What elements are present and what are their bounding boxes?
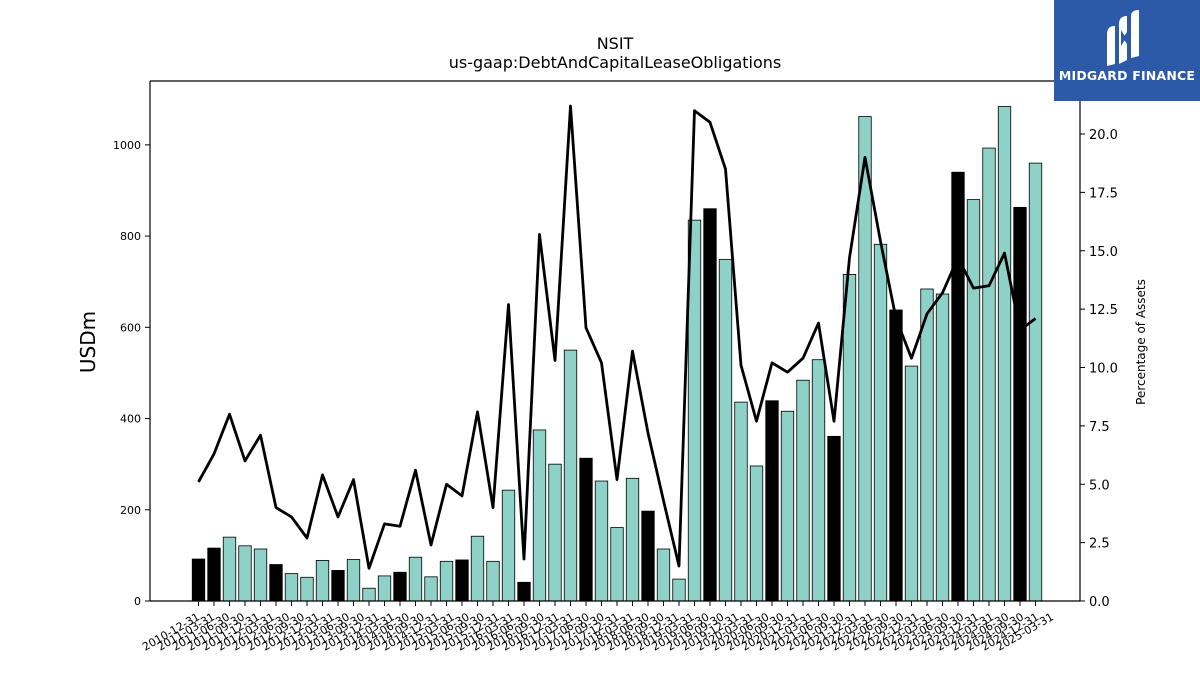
bar-2011-03-31 <box>207 547 221 602</box>
bar-2017-03-31 <box>579 457 593 602</box>
bar-2018-06-30 <box>656 548 671 602</box>
bar-2022-03-31 <box>889 309 903 602</box>
y-tick-label-0: 0 <box>134 595 141 608</box>
y2-tick-label-2.5: 2.5 <box>1089 537 1110 552</box>
bar-2012-06-30 <box>284 573 299 602</box>
bar-2016-03-31 <box>517 581 531 602</box>
bar-2015-06-30 <box>470 535 485 602</box>
y2-tick-label-7.5: 7.5 <box>1089 420 1110 435</box>
bar-2012-12-31 <box>315 560 330 602</box>
y-tick-label-400: 400 <box>120 413 141 426</box>
bar-2021-06-30 <box>842 274 857 602</box>
bar-2013-06-30 <box>346 559 361 602</box>
bar-2017-09-30 <box>610 527 624 602</box>
bar-2013-12-31 <box>377 575 392 602</box>
brand-logo: MIDGARD FINANCE <box>1054 0 1200 101</box>
y-tick-label-800: 800 <box>120 230 141 243</box>
bar-2023-09-30 <box>982 147 996 602</box>
bar-2019-09-30 <box>734 401 748 602</box>
y-tick-label-1000: 1000 <box>113 139 141 152</box>
y2-tick-label-17.5: 17.5 <box>1089 186 1118 201</box>
bar-2012-03-31 <box>269 564 283 602</box>
y-tick-label-200: 200 <box>120 504 141 517</box>
bar-2024-03-31 <box>1013 206 1027 602</box>
bar-2014-12-31 <box>439 560 454 602</box>
bar-2020-09-30 <box>796 379 810 602</box>
brand-name: MIDGARD FINANCE <box>1058 68 1196 83</box>
bar-2012-09-30 <box>300 576 314 602</box>
bar-2021-03-31 <box>827 435 841 602</box>
bar-2014-09-30 <box>424 576 438 602</box>
bar-2023-12-31 <box>997 106 1012 602</box>
bar-2016-12-31 <box>563 349 578 602</box>
bar-2022-12-31 <box>935 293 950 602</box>
bar-2016-09-30 <box>548 463 562 602</box>
y2-tick-label-15.0: 15.0 <box>1089 245 1118 260</box>
bar-2020-06-30 <box>780 410 795 602</box>
bar-2015-09-30 <box>486 560 500 602</box>
bar-2016-06-30 <box>532 429 547 602</box>
bar-2014-06-30 <box>408 556 423 602</box>
bar-2014-03-31 <box>393 571 407 602</box>
y-axis-label: USDm <box>76 311 100 373</box>
bar-2018-03-31 <box>641 510 655 602</box>
y-tick-label-600: 600 <box>120 321 141 334</box>
y2-tick-label-0.0: 0.0 <box>1089 595 1110 610</box>
bar-2013-03-31 <box>331 570 345 602</box>
bar-2011-06-30 <box>222 536 237 602</box>
chart-title: NSIT <box>597 34 634 53</box>
bar-2022-09-30 <box>920 288 934 602</box>
bar-2019-12-31 <box>749 465 764 602</box>
y2-tick-label-5.0: 5.0 <box>1089 478 1110 493</box>
axes-group: 0 200 400 600 800 1000 0.0 2.5 5.0 7.5 10.0 12.5 15.… <box>113 80 1118 654</box>
bar-2011-12-31 <box>253 548 268 602</box>
bar-2019-06-30 <box>718 258 733 602</box>
bar-2015-12-31 <box>501 489 516 602</box>
y2-tick-label-20.0: 20.0 <box>1089 128 1118 143</box>
bar-2017-06-30 <box>594 480 609 602</box>
bar-2011-09-30 <box>238 545 252 602</box>
percentage-line <box>197 104 1037 570</box>
bar-2020-12-31 <box>811 359 826 602</box>
bar-2020-03-31 <box>765 400 779 602</box>
bar-2023-03-31 <box>951 171 965 602</box>
percentage-line-group <box>197 104 1037 570</box>
bar-2010-12-31 <box>191 558 206 602</box>
bar-2019-03-31 <box>703 208 717 602</box>
midgard-logo-icon <box>1107 10 1139 66</box>
chart-subtitle: us-gaap:DebtAndCapitalLeaseObligations <box>449 53 782 72</box>
y2-tick-label-10.0: 10.0 <box>1089 362 1118 377</box>
bar-2022-06-30 <box>904 365 919 602</box>
y2-axis-label: Percentage of Assets <box>1134 279 1148 405</box>
bar-2018-09-30 <box>672 578 686 602</box>
bar-2024-06-30 <box>1028 162 1043 602</box>
bar-2015-03-31 <box>455 559 469 602</box>
y2-tick-label-12.5: 12.5 <box>1089 303 1118 318</box>
bar-2017-12-31 <box>625 477 640 602</box>
bar-2021-12-31 <box>873 243 888 602</box>
bar-2023-06-30 <box>966 199 981 602</box>
bar-2013-09-30 <box>362 587 376 602</box>
